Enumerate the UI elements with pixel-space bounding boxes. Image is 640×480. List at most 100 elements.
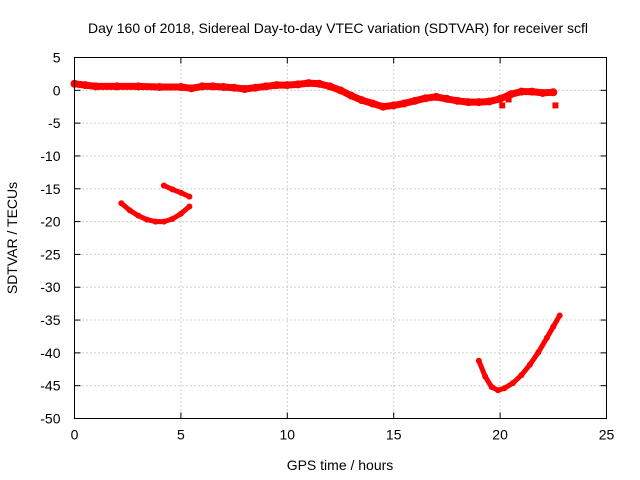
data-point bbox=[400, 99, 409, 108]
data-point bbox=[283, 81, 292, 90]
data-point bbox=[240, 85, 249, 94]
data-point bbox=[177, 210, 184, 217]
data-point bbox=[325, 82, 334, 91]
y-axis-label: SDTVAR / TECUs bbox=[4, 182, 20, 294]
data-point bbox=[389, 101, 398, 110]
data-point bbox=[485, 97, 494, 106]
data-point bbox=[432, 92, 441, 101]
data-point bbox=[186, 203, 193, 210]
data-point bbox=[499, 102, 506, 109]
data-point bbox=[155, 83, 164, 92]
data-point bbox=[506, 90, 515, 99]
data-point bbox=[517, 87, 526, 96]
data-point bbox=[475, 357, 482, 364]
y-tick-label: 0 bbox=[53, 82, 61, 98]
y-tick-label: -30 bbox=[40, 279, 60, 295]
data-point bbox=[538, 88, 547, 97]
data-point bbox=[230, 83, 239, 92]
plot-frame bbox=[74, 57, 607, 419]
data-point bbox=[160, 182, 167, 189]
data-point bbox=[251, 83, 260, 92]
data-point bbox=[219, 83, 228, 92]
data-point bbox=[293, 80, 302, 89]
data-point bbox=[368, 99, 377, 108]
series-line bbox=[161, 183, 192, 200]
series-short-segment bbox=[160, 182, 193, 200]
data-point bbox=[169, 186, 176, 193]
y-tick-label: -40 bbox=[40, 345, 60, 361]
y-tick-label: -15 bbox=[40, 181, 60, 197]
data-point bbox=[113, 82, 122, 91]
y-tick-label: -10 bbox=[40, 148, 60, 164]
data-point bbox=[549, 88, 558, 97]
data-point bbox=[421, 94, 430, 103]
data-point bbox=[505, 96, 512, 103]
data-point bbox=[453, 96, 462, 105]
data-point bbox=[526, 361, 533, 368]
data-point bbox=[543, 334, 550, 341]
series-tail-points bbox=[499, 96, 559, 109]
data-point bbox=[528, 87, 537, 96]
series-dip-right bbox=[475, 312, 563, 394]
data-point bbox=[262, 82, 271, 91]
y-tick-label: -50 bbox=[40, 411, 60, 427]
data-point bbox=[535, 349, 542, 356]
data-point bbox=[126, 207, 133, 214]
data-point bbox=[160, 218, 167, 225]
y-tick-label: -45 bbox=[40, 378, 60, 394]
data-point bbox=[143, 216, 150, 223]
x-axis-label: GPS time / hours bbox=[287, 457, 394, 473]
data-point bbox=[134, 82, 143, 91]
data-point bbox=[169, 215, 176, 222]
data-point bbox=[488, 383, 495, 390]
series-dip-left bbox=[118, 200, 193, 225]
data-point bbox=[442, 94, 451, 103]
y-tick-label: 5 bbox=[53, 50, 61, 66]
data-point bbox=[81, 81, 90, 90]
x-tick-label: 15 bbox=[386, 427, 402, 443]
y-tick-label: -35 bbox=[40, 312, 60, 328]
x-tick-labels: 0 5 10 15 20 25 bbox=[71, 427, 615, 443]
ticks bbox=[74, 57, 607, 419]
y-tick-label: -20 bbox=[40, 214, 60, 230]
data-point bbox=[304, 79, 313, 88]
x-tick-label: 20 bbox=[492, 427, 508, 443]
x-tick-label: 5 bbox=[177, 427, 185, 443]
x-tick-label: 10 bbox=[280, 427, 296, 443]
data-point bbox=[474, 98, 483, 107]
data-point bbox=[357, 96, 366, 105]
data-point bbox=[482, 373, 489, 380]
y-tick-label: -25 bbox=[40, 246, 60, 262]
data-point bbox=[552, 102, 559, 109]
data-point bbox=[379, 102, 388, 111]
data-point bbox=[410, 96, 419, 105]
data-point bbox=[187, 84, 196, 93]
series-layer bbox=[70, 79, 563, 394]
data-point bbox=[550, 323, 557, 330]
x-tick-label: 25 bbox=[599, 427, 615, 443]
data-point bbox=[509, 380, 516, 387]
series-band-main bbox=[70, 79, 558, 111]
grid bbox=[74, 57, 607, 419]
data-point bbox=[518, 372, 525, 379]
chart-title: Day 160 of 2018, Sidereal Day-to-day VTE… bbox=[88, 20, 588, 36]
data-point bbox=[464, 98, 473, 107]
y-tick-labels: 5 0 -5 -10 -15 -20 -25 -30 -35 -40 -45 -50 bbox=[40, 50, 60, 427]
data-point bbox=[494, 387, 501, 394]
data-point bbox=[272, 81, 281, 90]
data-point bbox=[135, 212, 142, 219]
y-tick-label: -5 bbox=[48, 115, 61, 131]
data-point bbox=[198, 82, 207, 91]
data-point bbox=[501, 385, 508, 392]
data-point bbox=[496, 94, 505, 103]
data-point bbox=[347, 91, 356, 100]
data-point bbox=[556, 312, 563, 319]
data-point bbox=[186, 193, 193, 200]
data-point bbox=[176, 83, 185, 92]
data-point bbox=[315, 79, 324, 88]
data-point bbox=[208, 82, 217, 91]
data-point bbox=[177, 189, 184, 196]
data-point bbox=[152, 218, 159, 225]
data-point bbox=[336, 86, 345, 95]
